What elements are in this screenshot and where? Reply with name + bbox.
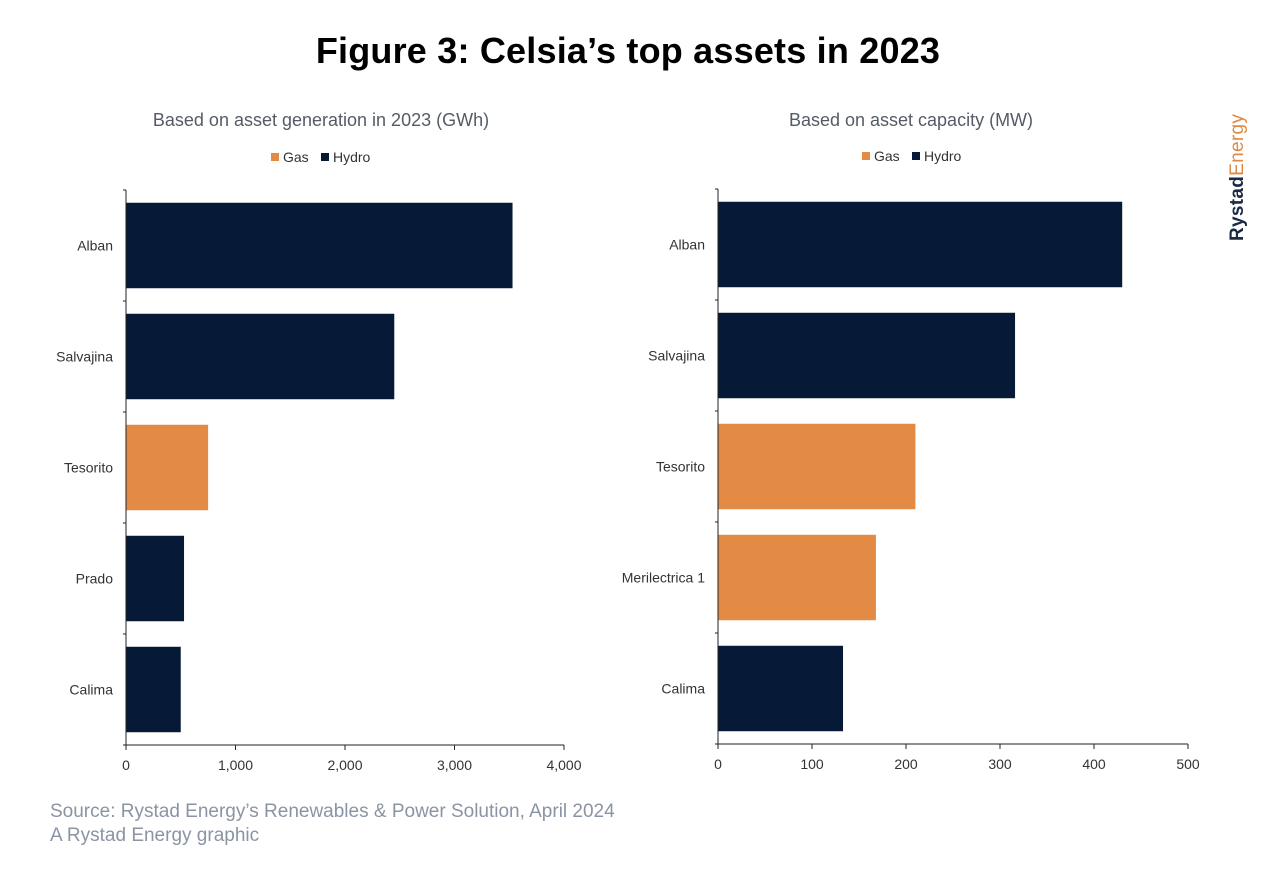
x-tick-label: 300 (988, 756, 1012, 772)
brand-rystad: Rystad (1227, 175, 1248, 241)
legend-label-gas: Gas (283, 149, 309, 165)
x-tick-label: 4,000 (546, 757, 581, 773)
category-label: Calima (661, 681, 705, 697)
bar-alban (718, 201, 1123, 288)
x-tick-label: 3,000 (437, 757, 472, 773)
bar-prado (126, 535, 185, 622)
legend-label-hydro: Hydro (924, 148, 962, 164)
legend-label-gas: Gas (874, 148, 900, 164)
bar-salvajina (126, 313, 395, 400)
chart-subtitle: Based on asset capacity (MW) (789, 110, 1033, 130)
category-label: Tesorito (64, 460, 113, 476)
chart-subtitle: Based on asset generation in 2023 (GWh) (153, 110, 489, 130)
category-label: Alban (669, 237, 705, 253)
bar-tesorito (126, 424, 209, 511)
x-tick-label: 200 (894, 756, 918, 772)
x-tick-label: 2,000 (327, 757, 362, 773)
capacity-bar-chart: Based on asset capacity (MW) Gas Hydro Alba… (622, 110, 1200, 772)
category-label: Alban (77, 238, 113, 254)
bar-calima (126, 646, 181, 733)
bar-merilectrica-1 (718, 534, 876, 621)
category-label: Calima (69, 682, 113, 698)
bar-alban (126, 202, 513, 289)
source-note: Source: Rystad Energy’s Renewables & Pow… (50, 800, 615, 848)
legend-swatch-hydro (321, 153, 329, 161)
category-label: Prado (76, 571, 114, 587)
legend-swatch-hydro (912, 152, 920, 160)
credit-line: A Rystad Energy graphic (50, 825, 260, 846)
category-label: Salvajina (56, 349, 113, 365)
bar-salvajina (718, 312, 1016, 399)
x-tick-label: 500 (1176, 756, 1200, 772)
rystad-energy-logo: RystadEnergy (1227, 114, 1249, 241)
generation-bar-chart: Based on asset generation in 2023 (GWh) G… (56, 110, 582, 773)
category-label: Merilectrica 1 (622, 570, 705, 586)
legend-swatch-gas (862, 152, 870, 160)
bar-calima (718, 645, 844, 732)
x-tick-label: 0 (122, 757, 130, 773)
x-tick-label: 1,000 (218, 757, 253, 773)
figure-title: Figure 3: Celsia’s top assets in 2023 (315, 30, 941, 71)
legend-swatch-gas (271, 153, 279, 161)
x-tick-label: 400 (1082, 756, 1106, 772)
source-line: Source: Rystad Energy’s Renewables & Pow… (50, 801, 615, 822)
bar-tesorito (718, 423, 916, 510)
x-tick-label: 100 (800, 756, 824, 772)
x-tick-label: 0 (714, 756, 722, 772)
category-label: Salvajina (648, 348, 705, 364)
brand-energy: Energy (1227, 113, 1248, 176)
legend-label-hydro: Hydro (333, 149, 371, 165)
category-label: Tesorito (656, 459, 705, 475)
